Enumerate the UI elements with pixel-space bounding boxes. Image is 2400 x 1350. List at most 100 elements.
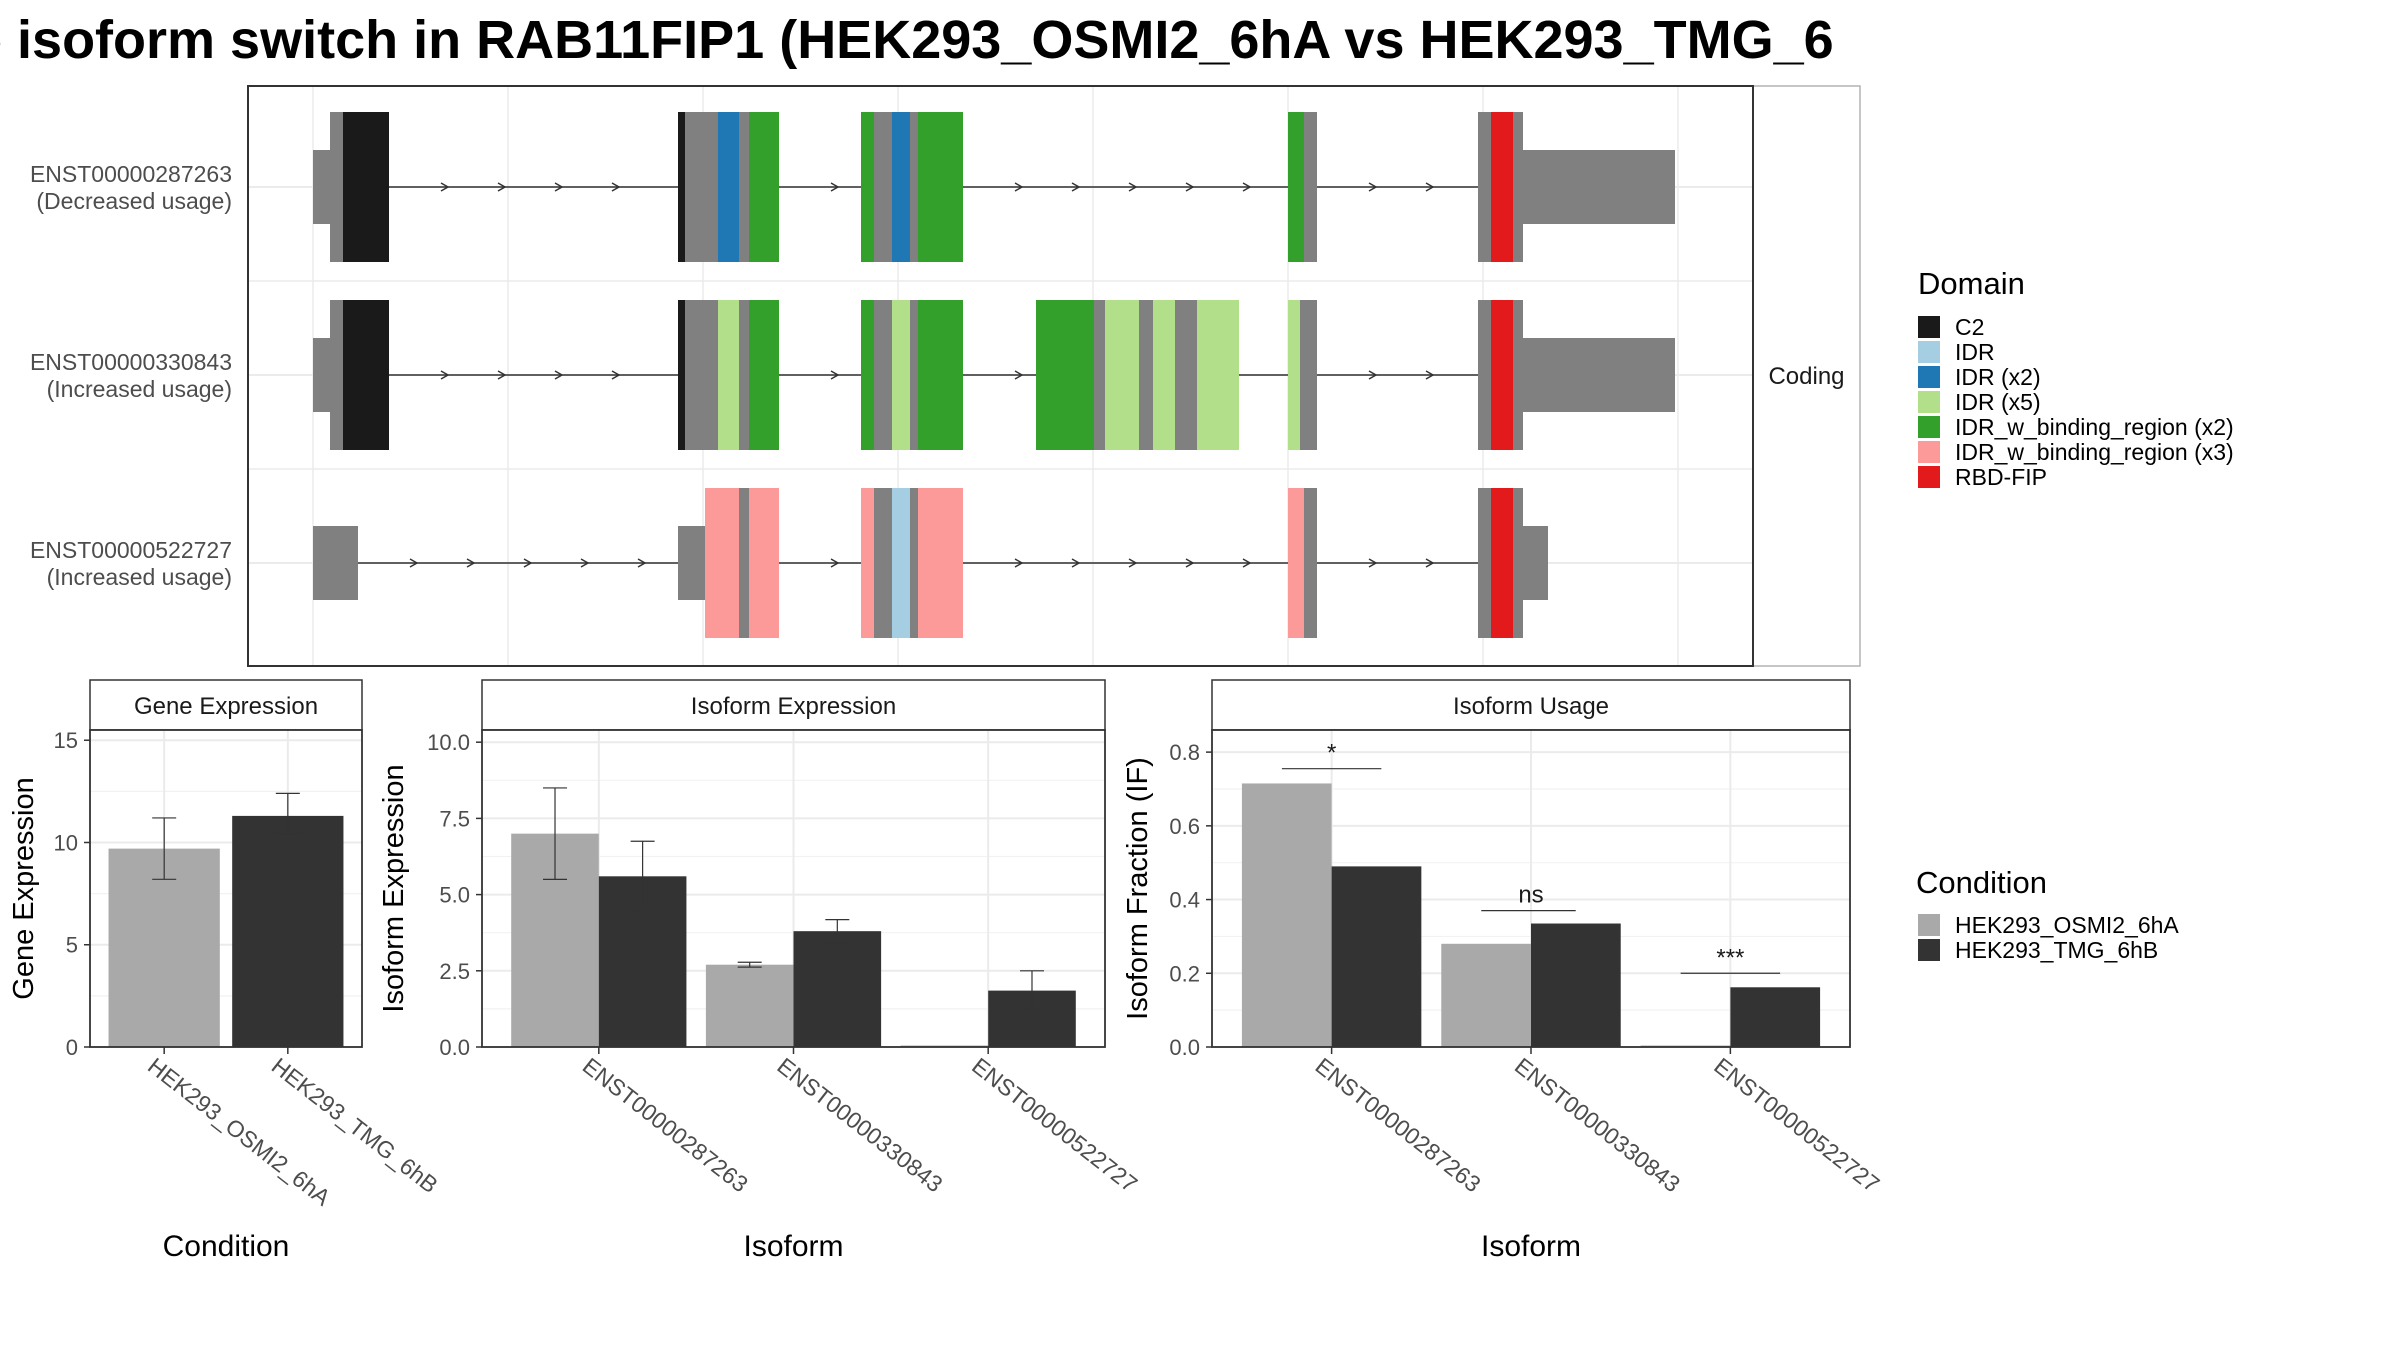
exon-block	[678, 300, 685, 450]
y-axis-title: Isoform Expression	[378, 764, 410, 1012]
legend-swatch	[1918, 914, 1940, 936]
y-tick-label: 0.0	[1169, 1035, 1200, 1060]
exon-block	[1513, 300, 1523, 450]
exon-block	[685, 300, 718, 450]
x-axis-title: Isoform	[1481, 1230, 1581, 1263]
legend-swatch	[1918, 366, 1940, 388]
panel-strip	[89, 679, 363, 731]
exon-block	[910, 112, 918, 262]
exon-block	[892, 300, 910, 450]
y-tick-label: 0	[66, 1035, 78, 1060]
exon-block	[1478, 112, 1491, 262]
legend-swatch	[1918, 441, 1940, 463]
exon-block	[678, 112, 685, 262]
panel-strip-label: Gene Expression	[134, 693, 318, 720]
legend-swatch	[1918, 391, 1940, 413]
exon-block	[861, 300, 874, 450]
exon-block	[918, 112, 963, 262]
intron-arrow	[409, 558, 419, 568]
exon-block	[910, 300, 918, 450]
legend-label: C2	[1955, 314, 1984, 340]
y-axis-title: Isoform Fraction (IF)	[1122, 757, 1154, 1020]
intron-arrow	[523, 558, 533, 568]
exon-block	[918, 488, 963, 638]
figure-title: e isoform switch in RAB11FIP1 (HEK293_OS…	[0, 10, 1834, 70]
exon-block	[1300, 300, 1317, 450]
y-tick-label: 2.5	[439, 959, 470, 984]
exon-block	[1478, 488, 1491, 638]
intron-arrow	[1425, 558, 1435, 568]
intron-arrow	[554, 182, 564, 192]
isoform-usage-panel: Isoform Usage 0.0 0.2 0.4 0.6 0.8 ENST00000287…	[1122, 679, 1885, 1263]
intron-arrow	[440, 370, 450, 380]
exon-block	[1288, 488, 1304, 638]
legend-swatch	[1918, 416, 1940, 438]
y-tick-label: 0.2	[1169, 961, 1200, 986]
intron-arrow	[1368, 370, 1378, 380]
exon-block	[861, 112, 874, 262]
y-axis-title: Gene Expression	[8, 777, 40, 999]
exon-block	[1491, 300, 1513, 450]
panel-strip	[481, 679, 1106, 731]
significance-label: ns	[1518, 882, 1543, 909]
y-tick-label: 5	[66, 933, 78, 958]
intron-arrow	[1185, 182, 1195, 192]
intron-arrow	[1128, 182, 1138, 192]
bar	[1441, 943, 1531, 1047]
isoform-usage-label: (Decreased usage)	[36, 188, 232, 214]
intron-arrow	[580, 558, 590, 568]
intron-arrow	[497, 182, 507, 192]
exon-block	[1304, 112, 1317, 262]
bar	[232, 815, 344, 1047]
intron-arrow	[1128, 558, 1138, 568]
isoform-id-label: ENST00000330843	[30, 349, 232, 375]
exon-block	[874, 112, 892, 262]
panel-border	[1211, 729, 1851, 1048]
legend-title: Domain	[1918, 266, 2025, 301]
legend-label: HEK293_OSMI2_6hA	[1955, 912, 2179, 938]
intron-arrow	[440, 182, 450, 192]
intron-arrow	[554, 370, 564, 380]
exon-block	[330, 300, 343, 450]
exon-block	[1478, 300, 1491, 450]
exon-block	[685, 112, 718, 262]
intron-arrow	[1014, 558, 1024, 568]
exon-block	[1513, 112, 1523, 262]
exon-block	[1491, 488, 1513, 638]
y-tick-label: 0.4	[1169, 888, 1200, 913]
exon-block	[1153, 300, 1175, 450]
bar	[1331, 866, 1422, 1047]
legend-label: IDR_w_binding_region (x2)	[1955, 414, 2234, 440]
exon-block	[718, 300, 739, 450]
intron-arrow	[1014, 182, 1024, 192]
bar	[108, 848, 220, 1047]
intron-arrow	[1185, 558, 1195, 568]
x-tick-label: ENST00000330843	[1510, 1052, 1685, 1197]
exon-block	[910, 488, 918, 638]
exon-block	[739, 488, 749, 638]
exon-block	[749, 300, 779, 450]
intron-arrow	[611, 182, 621, 192]
intron-arrow	[637, 558, 647, 568]
y-tick-label: 10	[54, 830, 78, 855]
exon-block	[330, 112, 343, 262]
bar	[1531, 923, 1621, 1047]
legend-label: IDR	[1955, 339, 1995, 365]
intron-arrow	[1014, 370, 1024, 380]
intron-arrow	[611, 370, 621, 380]
legend-swatch	[1918, 466, 1940, 488]
intron-arrow	[1071, 558, 1081, 568]
exon-block	[1105, 300, 1139, 450]
x-tick-label: ENST00000287263	[1311, 1052, 1486, 1197]
isoform-usage-label: (Increased usage)	[47, 564, 232, 590]
panel-border	[89, 729, 363, 1048]
y-tick-label: 0.6	[1169, 814, 1200, 839]
exon-block	[1175, 300, 1197, 450]
isoform-id-label: ENST00000287263	[30, 161, 232, 187]
legend-label: RBD-FIP	[1955, 464, 2047, 490]
x-axis-title: Condition	[163, 1230, 290, 1263]
facet-strip-label: Coding	[1768, 363, 1844, 390]
significance-label: ***	[1716, 944, 1744, 971]
